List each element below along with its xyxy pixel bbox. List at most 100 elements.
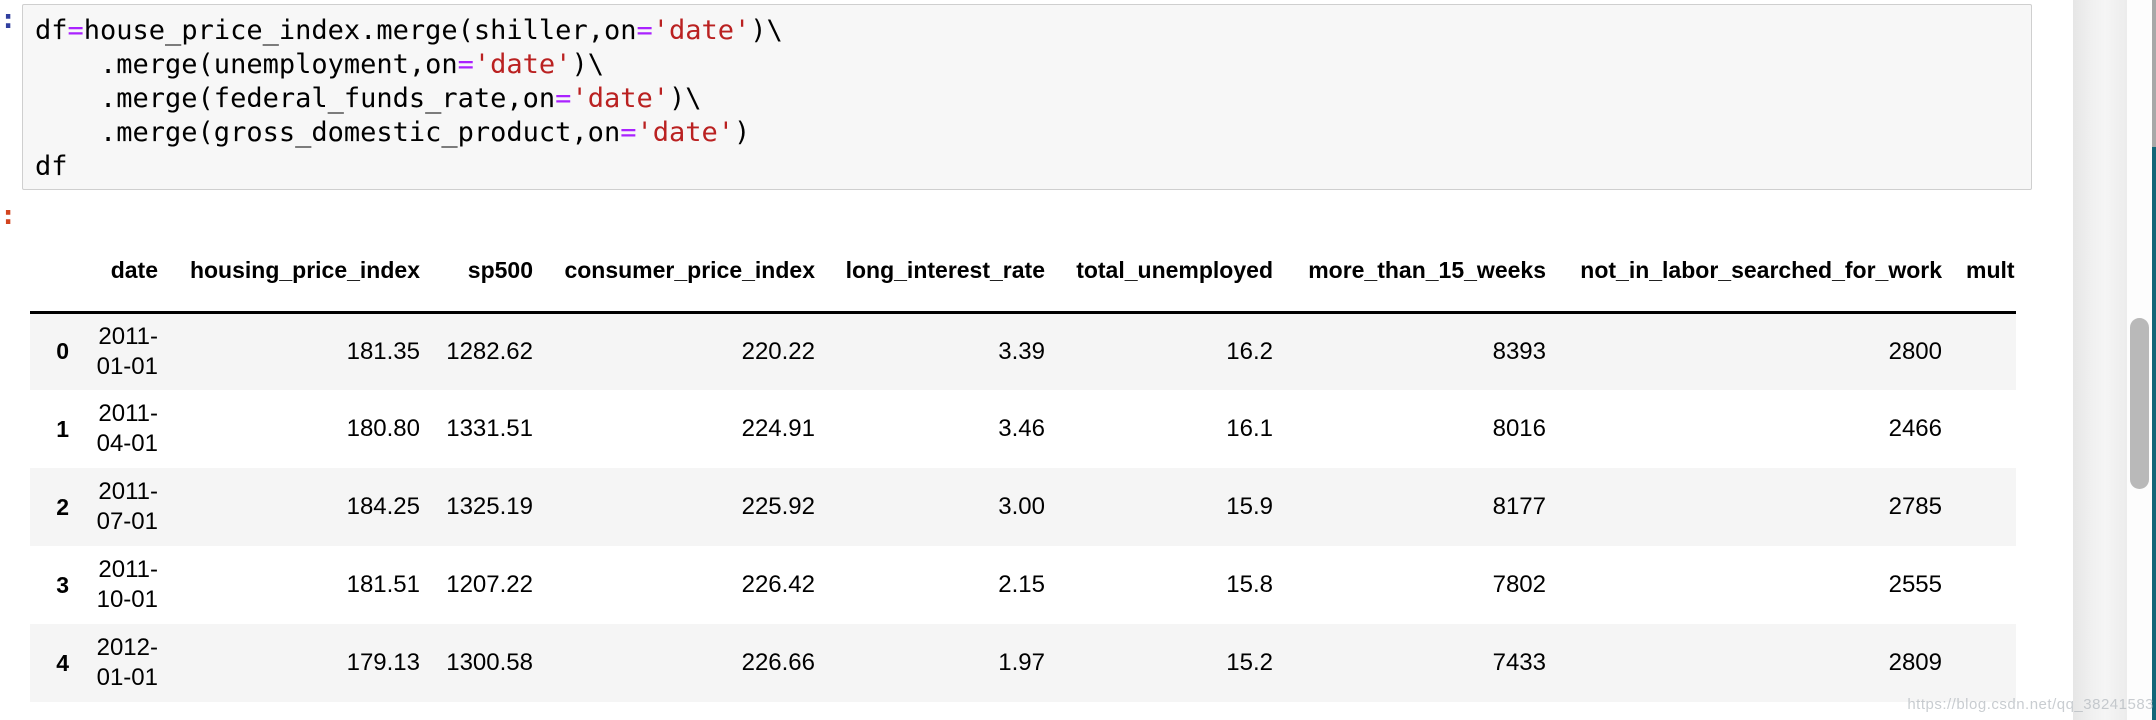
table-cell: 16.2: [1226, 337, 1273, 365]
watermark: https://blog.csdn.net/qq_38241583: [1907, 696, 2154, 713]
table-cell: 1325.19: [446, 493, 533, 520]
column-header: mult: [1954, 240, 2016, 314]
table-cell: 8177: [1492, 493, 1546, 520]
table-cell: 180.80: [346, 415, 420, 442]
code-token: house_price_index.merge(shiller,on: [83, 15, 637, 46]
table-cell: 16.1: [1226, 415, 1273, 442]
table-cell: 226.42: [741, 571, 815, 598]
column-header: not_in_labor_searched_for_work: [1558, 240, 1954, 314]
table-cell: 181.35: [346, 337, 420, 365]
code-token: .merge(unemployment,on: [35, 49, 458, 80]
row-index: 0: [56, 338, 69, 365]
table-cell: 1207.22: [446, 571, 533, 598]
output-prompt: :: [0, 200, 17, 231]
table-cell: 8016: [1492, 415, 1546, 442]
table-cell: 2555: [1888, 571, 1942, 598]
table-cell: 224.91: [741, 415, 815, 442]
code-token-operator: =: [457, 49, 474, 80]
code-token-string: 'date': [571, 83, 669, 114]
column-header: more_than_15_weeks: [1285, 240, 1558, 314]
code-token: df: [35, 151, 68, 182]
table-cell: 7433: [1492, 649, 1546, 676]
table-cell: 8393: [1492, 337, 1546, 365]
code-token-operator: =: [67, 15, 84, 46]
dataframe-scroll-container[interactable]: date housing_price_index sp500 consumer_pri…: [30, 240, 2016, 706]
dataframe-table: date housing_price_index sp500 consumer_pri…: [30, 240, 2016, 702]
scrollbar-thumb[interactable]: [2130, 318, 2149, 489]
code-line: .merge(gross_domestic_product,on='date'): [35, 116, 2019, 150]
row-index: 4: [56, 649, 69, 676]
table-cell: 181.51: [346, 571, 420, 598]
table-cell: 1331.51: [446, 415, 533, 442]
code-line: .merge(unemployment,on='date')\: [35, 48, 2019, 82]
row-index: 3: [56, 571, 69, 598]
code-line: .merge(federal_funds_rate,on='date')\: [35, 82, 2019, 116]
table-row: 1 2011-04-01 180.80 1331.51 224.91 3.46 16.1 80…: [30, 390, 2016, 468]
code-token: )\: [571, 49, 604, 80]
column-header: housing_price_index: [170, 240, 432, 314]
table-cell: 3.46: [998, 415, 1045, 442]
code-editor[interactable]: df=house_price_index.merge(shiller,on='d…: [23, 5, 2031, 193]
table-cell: 7802: [1492, 571, 1546, 598]
table-cell: 2785: [1888, 493, 1942, 520]
table-row: 3 2011-10-01 181.51 1207.22 226.42 2.15 15.8 78…: [30, 546, 2016, 624]
code-token: ): [734, 117, 751, 148]
table-cell: 220.22: [741, 337, 815, 365]
code-token-string: 'date': [636, 117, 735, 148]
table-row: 2 2011-07-01 184.25 1325.19 225.92 3.00 15.9 81…: [30, 468, 2016, 546]
code-token-operator: =: [555, 83, 572, 114]
code-token: )\: [750, 15, 783, 46]
dataframe-header: date housing_price_index sp500 consumer_pri…: [30, 240, 2016, 314]
table-cell: [1954, 312, 2016, 390]
column-header: sp500: [432, 240, 545, 314]
table-cell: 226.66: [741, 649, 815, 676]
index-column-header: [30, 240, 75, 314]
code-token: df: [35, 15, 68, 46]
table-cell: 3.39: [998, 337, 1045, 365]
table-cell: 1.97: [998, 649, 1045, 676]
code-token: .merge(federal_funds_rate,on: [35, 83, 556, 114]
table-cell: 2011-10-01: [96, 556, 158, 613]
table-cell: 2809: [1888, 649, 1942, 676]
column-header: consumer_price_index: [545, 240, 827, 314]
header-row: date housing_price_index sp500 consumer_pri…: [30, 240, 2016, 314]
dataframe-body: 0 2011-01-01 181.35 1282.62 220.22 3.39 16.2 83…: [30, 312, 2016, 702]
table-cell: 2800: [1888, 337, 1942, 365]
column-header: total_unemployed: [1057, 240, 1285, 314]
table-cell: 2.15: [998, 571, 1045, 598]
table-row: 0 2011-01-01 181.35 1282.62 220.22 3.39 16.2 83…: [30, 312, 2016, 390]
code-line: df: [35, 150, 2019, 184]
column-header: long_interest_rate: [827, 240, 1057, 314]
table-cell: 15.8: [1226, 571, 1273, 598]
table-cell: [1954, 468, 2016, 546]
code-cell[interactable]: df=house_price_index.merge(shiller,on='d…: [22, 4, 2032, 190]
row-index: 1: [56, 415, 69, 442]
table-cell: 3.00: [998, 493, 1045, 520]
table-cell: 2466: [1888, 415, 1942, 442]
code-token-string: 'date': [473, 49, 572, 80]
code-token: .merge(gross_domestic_product,on: [35, 117, 621, 148]
table-cell: 15.9: [1226, 493, 1273, 520]
row-index: 2: [56, 493, 69, 520]
table-cell: 1282.62: [446, 337, 533, 365]
table-cell: [1954, 390, 2016, 468]
code-token: )\: [668, 83, 702, 114]
code-token-operator: =: [620, 117, 637, 148]
code-token-operator: =: [636, 15, 653, 46]
window-edge-gray: [2152, 0, 2156, 147]
code-token-string: 'date': [652, 15, 751, 46]
window-edge-teal: [2152, 147, 2156, 720]
table-cell: 2012-01-01: [96, 634, 158, 691]
scrollbar-gutter: [2073, 0, 2127, 720]
table-row: 4 2012-01-01 179.13 1300.58 226.66 1.97 15.2 74…: [30, 624, 2016, 702]
table-cell: 15.2: [1226, 649, 1273, 676]
table-cell: 225.92: [741, 493, 815, 520]
table-cell: [1954, 624, 2016, 702]
table-cell: 1300.58: [446, 649, 533, 676]
column-header: date: [75, 240, 170, 314]
table-cell: 2011-04-01: [96, 400, 158, 457]
table-cell: 179.13: [346, 649, 420, 676]
table-cell: 184.25: [346, 493, 420, 520]
table-cell: 2011-07-01: [96, 478, 158, 535]
